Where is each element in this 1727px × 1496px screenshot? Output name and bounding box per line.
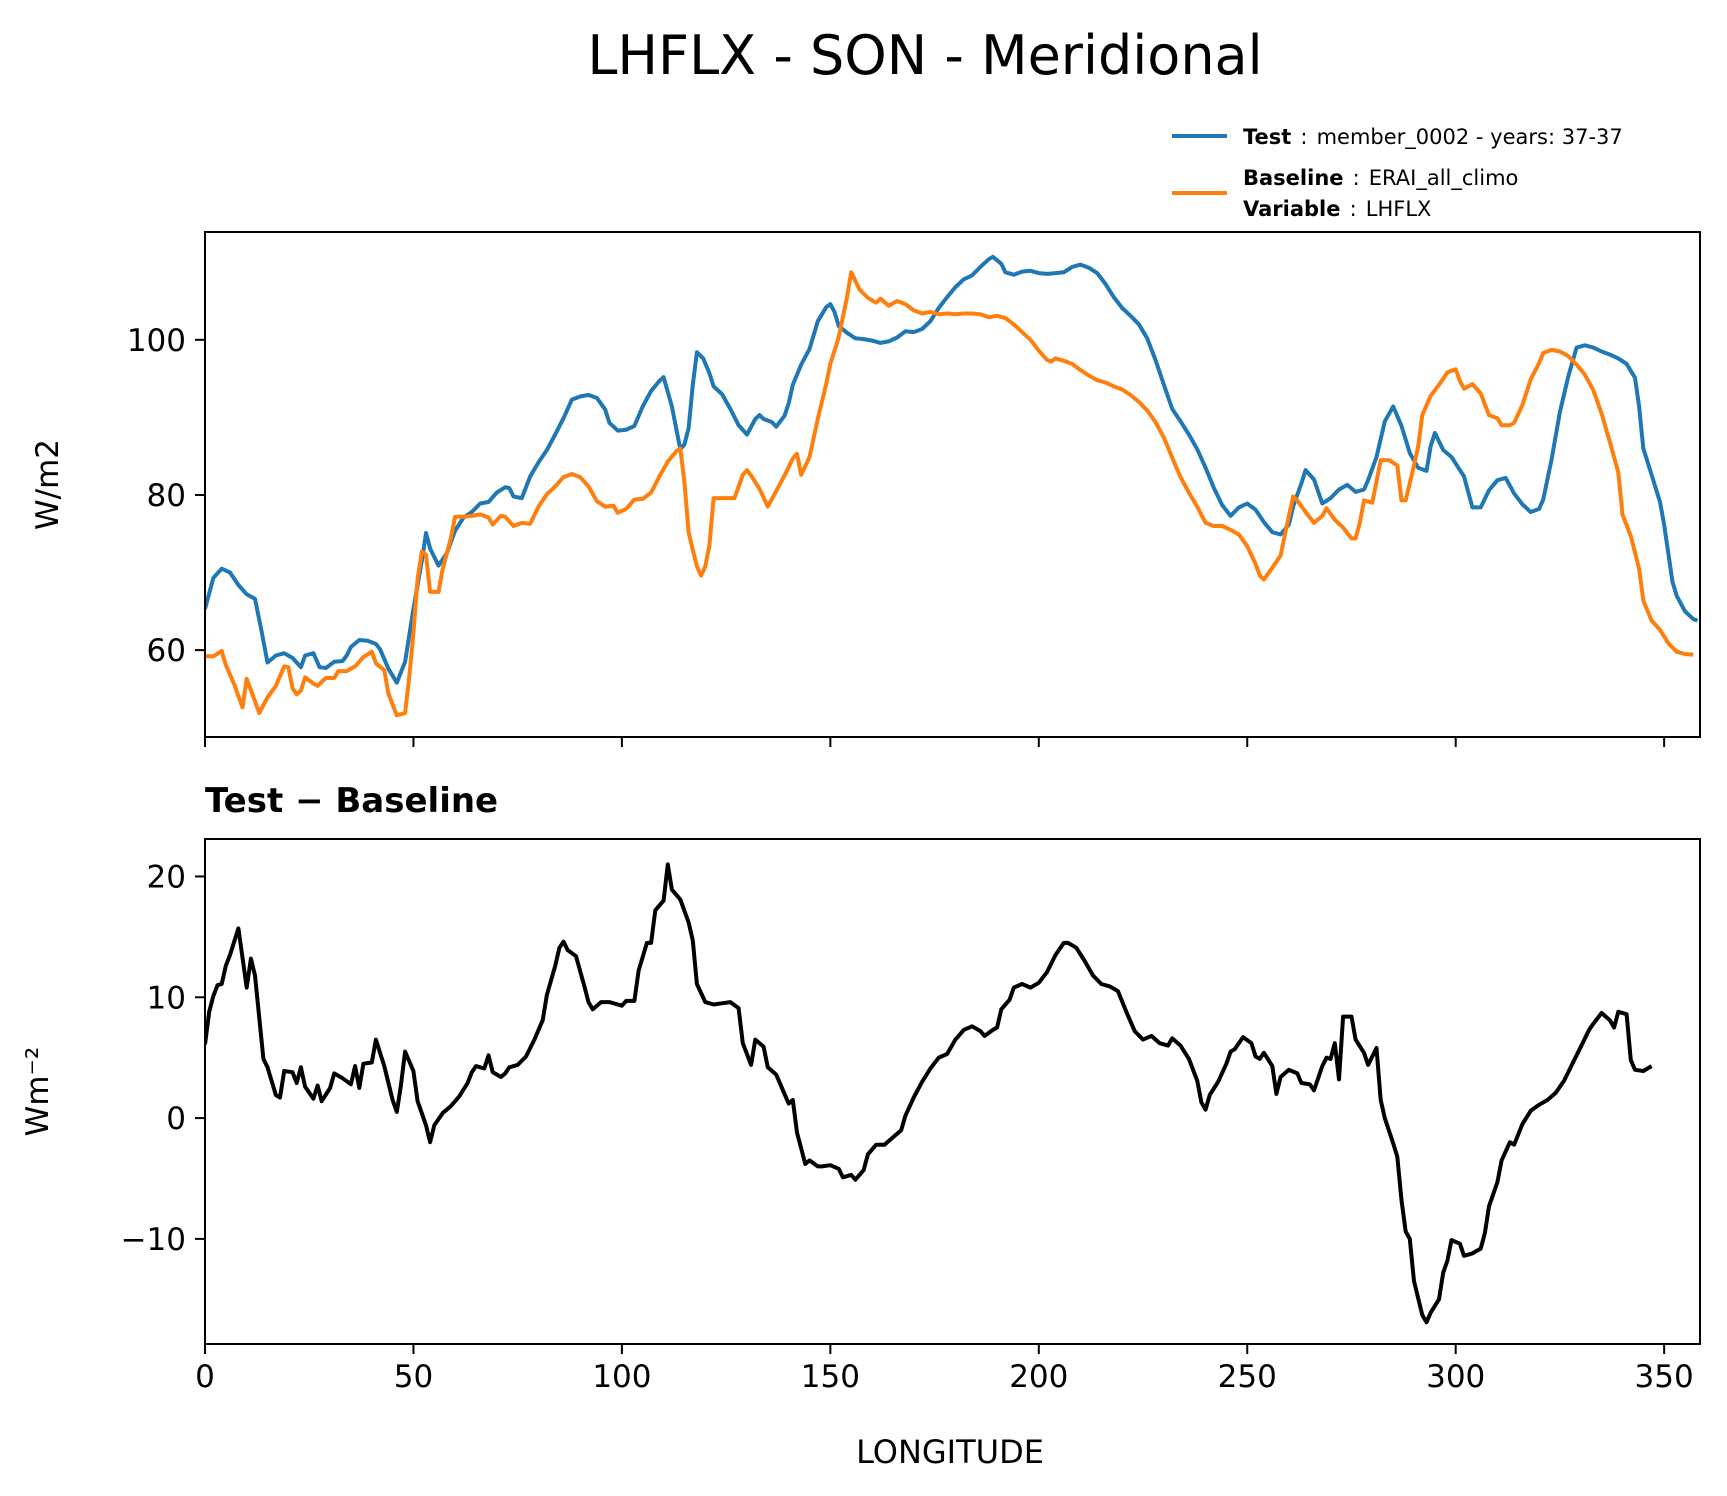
diff-x-tick-label: 0 [195,1359,215,1395]
test-series-line [205,254,1699,685]
diff-y-tick-label: 0 [166,1101,186,1137]
top-y-tick-label: 100 [127,323,186,359]
diff-y-axis-label: Wm⁻² [20,1047,56,1137]
baseline-series-line [205,270,1694,718]
diff-x-tick-label: 50 [394,1359,433,1395]
diff-x-tick-label: 350 [1635,1359,1694,1395]
diff-y-tick-label: 10 [147,980,186,1016]
top-y-axis-label: W/m2 [30,439,66,530]
bottom-panel: 0 50 100 150 200 250 300 350 −10 0 10 20 Wm⁻² [20,838,1701,1395]
figure-title: LHFLX - SON - Meridional [587,24,1262,87]
x-axis-label: LONGITUDE [856,1433,1044,1471]
diff-x-tick-label: 300 [1426,1359,1485,1395]
legend: Test : member_0002 - years: 37-37 Baseli… [1172,125,1623,221]
legend-test-value: member_0002 - years: 37-37 [1317,125,1623,150]
legend-test-key: Test [1243,125,1291,149]
diff-x-tick-label: 150 [801,1359,860,1395]
svg-text:Test : member_0002: Test : member_0002 - years: 37-37 [1243,125,1623,150]
diff-x-tick-label: 200 [1009,1359,1068,1395]
diff-axes-frame [204,838,1701,1345]
svg-text:Baseline : ERAI_al: Baseline : ERAI_all_climo [1243,166,1518,191]
legend-baseline-key: Baseline [1243,166,1344,190]
diff-panel-title: Test − Baseline [205,781,498,821]
top-y-tick-label: 60 [147,633,186,669]
diff-y-tick-label: −10 [121,1222,186,1258]
diff-y-tick-label: 20 [147,859,186,895]
top-axes-frame [204,231,1701,738]
top-panel: 60 80 100 W/m2 [30,231,1701,747]
difference-series-line [205,862,1653,1325]
diff-x-tick-label: 100 [592,1359,651,1395]
top-y-tick-label: 80 [147,478,186,514]
svg-text:Variable : LHFLX: Variable : LHFLX [1243,197,1431,221]
legend-baseline-value: ERAI_all_climo [1369,166,1519,191]
legend-variable-key: Variable [1243,197,1340,221]
diff-x-tick-label: 250 [1218,1359,1277,1395]
legend-variable-value: LHFLX [1366,197,1432,221]
